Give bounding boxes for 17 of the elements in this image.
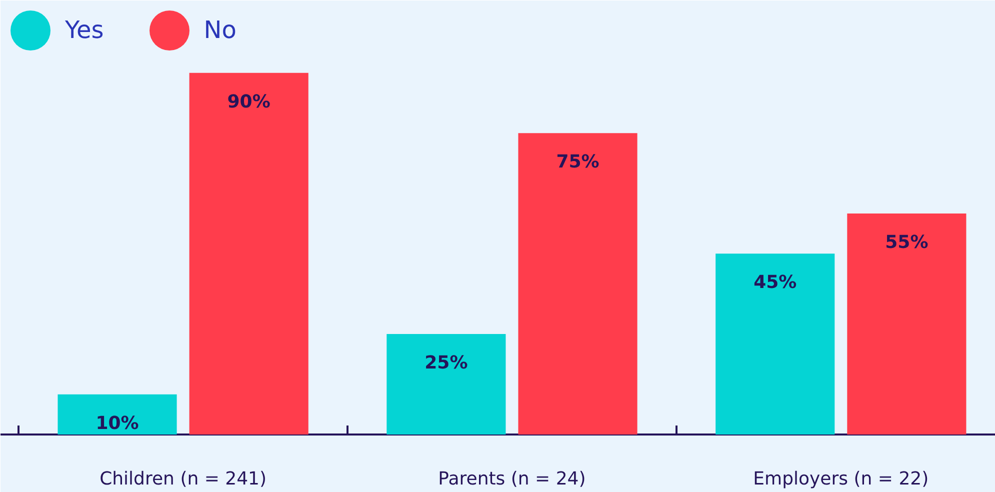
x-tick-label: Parents (n = 24)	[438, 468, 586, 490]
bar	[189, 72, 308, 434]
data-label: 90%	[227, 91, 270, 112]
data-label: 10%	[96, 412, 139, 434]
bar	[716, 254, 835, 434]
bar	[847, 213, 966, 434]
legend-label: Yes	[65, 16, 104, 44]
x-tick-label: Employers (n = 22)	[753, 468, 929, 490]
legend-label: No	[204, 16, 236, 44]
data-label: 25%	[424, 352, 468, 374]
bar	[518, 133, 638, 434]
data-label: 45%	[754, 272, 797, 294]
bar	[386, 334, 506, 434]
data-label: 55%	[885, 232, 928, 253]
x-tick-label: Children (n = 241)	[100, 468, 267, 490]
bar	[58, 394, 177, 434]
data-label: 75%	[556, 152, 600, 173]
